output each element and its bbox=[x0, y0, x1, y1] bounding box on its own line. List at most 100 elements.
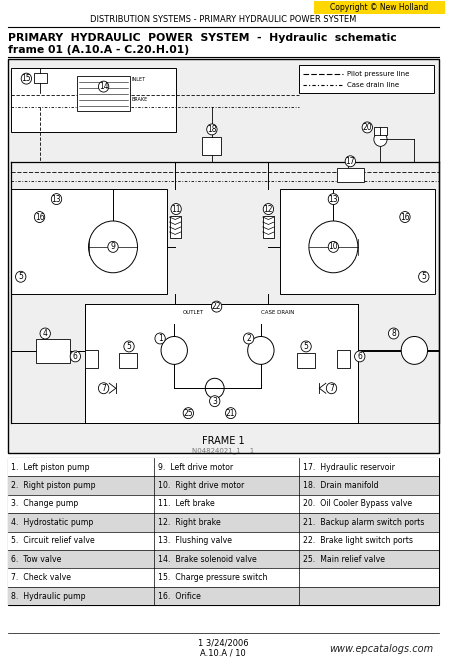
Text: 17: 17 bbox=[346, 157, 355, 166]
Text: 7.  Check valve: 7. Check valve bbox=[11, 573, 71, 582]
Bar bbox=[8, 550, 439, 569]
Circle shape bbox=[89, 221, 137, 273]
Circle shape bbox=[401, 336, 428, 365]
Bar bbox=[297, 353, 316, 368]
Text: 3.  Change pump: 3. Change pump bbox=[11, 499, 79, 509]
Circle shape bbox=[210, 395, 220, 407]
Circle shape bbox=[108, 241, 118, 253]
Text: 22.  Brake light switch ports: 22. Brake light switch ports bbox=[303, 536, 413, 545]
Text: 15: 15 bbox=[21, 74, 31, 83]
Circle shape bbox=[400, 211, 410, 222]
Text: 21: 21 bbox=[226, 409, 236, 418]
Circle shape bbox=[70, 351, 81, 362]
Text: 5: 5 bbox=[421, 272, 426, 281]
Text: 2.  Right piston pump: 2. Right piston pump bbox=[11, 481, 96, 490]
Text: 3: 3 bbox=[212, 397, 217, 406]
Bar bbox=[36, 340, 70, 363]
Circle shape bbox=[263, 203, 273, 215]
Text: 18.  Drain manifold: 18. Drain manifold bbox=[303, 481, 379, 490]
Text: 20.  Oil Cooler Bypass valve: 20. Oil Cooler Bypass valve bbox=[303, 499, 412, 509]
Text: 5: 5 bbox=[18, 272, 23, 281]
Text: 5: 5 bbox=[127, 342, 131, 351]
Bar bbox=[300, 64, 434, 93]
Text: 18: 18 bbox=[207, 125, 217, 134]
Bar bbox=[170, 216, 181, 238]
Circle shape bbox=[124, 341, 134, 352]
Circle shape bbox=[328, 241, 338, 253]
Text: 12.  Right brake: 12. Right brake bbox=[158, 518, 221, 527]
Text: 8.  Hydraulic pump: 8. Hydraulic pump bbox=[11, 592, 86, 601]
Text: 13: 13 bbox=[52, 195, 61, 203]
Text: 1.  Left piston pump: 1. Left piston pump bbox=[11, 463, 90, 472]
Circle shape bbox=[99, 383, 109, 393]
Text: 6: 6 bbox=[73, 352, 78, 361]
Bar bbox=[11, 189, 167, 293]
Circle shape bbox=[328, 193, 338, 205]
Bar bbox=[77, 76, 130, 111]
Bar bbox=[34, 72, 47, 83]
Circle shape bbox=[155, 333, 165, 344]
Bar bbox=[8, 458, 439, 605]
Circle shape bbox=[309, 221, 358, 273]
Text: frame 01 (A.10.A - C.20.H.01): frame 01 (A.10.A - C.20.H.01) bbox=[8, 45, 189, 55]
Circle shape bbox=[21, 73, 32, 84]
Bar bbox=[11, 68, 176, 132]
Circle shape bbox=[211, 301, 222, 312]
Text: 22: 22 bbox=[212, 302, 221, 311]
Text: OUTLET: OUTLET bbox=[182, 310, 204, 315]
Bar bbox=[337, 351, 350, 368]
Text: 11: 11 bbox=[172, 205, 181, 214]
Text: INLET: INLET bbox=[132, 77, 146, 82]
Bar bbox=[8, 513, 439, 532]
Text: 1: 1 bbox=[158, 334, 163, 343]
Text: 14: 14 bbox=[99, 82, 109, 91]
Text: A.10.A / 10: A.10.A / 10 bbox=[201, 649, 246, 657]
Text: 25: 25 bbox=[183, 409, 193, 418]
Bar bbox=[8, 532, 439, 550]
Text: 17.  Hydraulic reservoir: 17. Hydraulic reservoir bbox=[303, 463, 395, 472]
Bar bbox=[85, 351, 98, 368]
Text: 8: 8 bbox=[391, 329, 396, 338]
Bar bbox=[202, 138, 221, 155]
Text: 14.  Brake solenoid valve: 14. Brake solenoid valve bbox=[158, 555, 257, 564]
Bar bbox=[8, 587, 439, 605]
Text: Pilot pressure line: Pilot pressure line bbox=[346, 70, 409, 77]
Bar bbox=[314, 1, 446, 14]
Text: 9: 9 bbox=[110, 242, 116, 251]
Text: 10.  Right drive motor: 10. Right drive motor bbox=[158, 481, 245, 490]
Text: N04824021_1    1: N04824021_1 1 bbox=[192, 447, 255, 454]
Bar bbox=[8, 476, 439, 495]
Bar bbox=[337, 168, 364, 182]
Text: 21.  Backup alarm switch ports: 21. Backup alarm switch ports bbox=[303, 518, 425, 527]
Text: 6: 6 bbox=[357, 352, 362, 361]
Circle shape bbox=[244, 333, 254, 344]
Text: 6.  Tow valve: 6. Tow valve bbox=[11, 555, 62, 564]
Text: 12: 12 bbox=[264, 205, 273, 214]
Text: 4.  Hydrostatic pump: 4. Hydrostatic pump bbox=[11, 518, 93, 527]
Circle shape bbox=[16, 271, 26, 282]
Circle shape bbox=[301, 341, 311, 352]
Text: 13: 13 bbox=[328, 195, 338, 203]
Text: 9.  Left drive motor: 9. Left drive motor bbox=[158, 463, 233, 472]
Circle shape bbox=[183, 408, 193, 418]
Bar bbox=[280, 189, 435, 293]
Bar bbox=[85, 303, 358, 423]
Bar bbox=[118, 353, 137, 368]
Text: 16: 16 bbox=[400, 213, 410, 222]
Circle shape bbox=[35, 211, 45, 222]
Circle shape bbox=[345, 156, 356, 166]
Text: 1 3/24/2006: 1 3/24/2006 bbox=[198, 639, 248, 647]
Circle shape bbox=[205, 378, 224, 398]
Text: 7: 7 bbox=[101, 384, 106, 393]
Text: 25.  Main relief valve: 25. Main relief valve bbox=[303, 555, 385, 564]
Bar bbox=[8, 569, 439, 587]
Text: 16: 16 bbox=[35, 213, 45, 222]
Bar bbox=[8, 495, 439, 513]
Circle shape bbox=[419, 271, 429, 282]
Bar bbox=[8, 458, 439, 476]
Text: 16.  Orifice: 16. Orifice bbox=[158, 592, 201, 601]
Text: FRAME 1: FRAME 1 bbox=[202, 436, 245, 446]
Text: 10: 10 bbox=[328, 242, 338, 251]
Circle shape bbox=[161, 336, 187, 365]
Circle shape bbox=[362, 122, 373, 133]
